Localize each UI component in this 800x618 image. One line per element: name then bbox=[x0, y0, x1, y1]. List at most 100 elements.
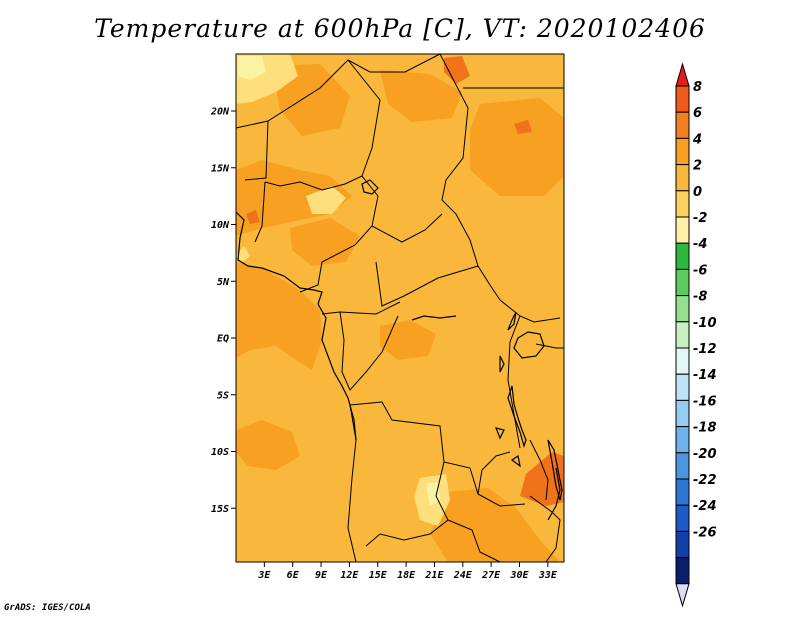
lon-tick-label: 18E bbox=[397, 570, 416, 581]
temperature-patch bbox=[426, 482, 440, 506]
colorbar-label: 8 bbox=[693, 80, 702, 95]
longitude-ticks: 3E 6E 9E 12E 15E 18E 21E 24E 27E 30E 33E bbox=[257, 562, 558, 581]
border-line bbox=[347, 404, 357, 563]
colorbar-label: -18 bbox=[693, 421, 717, 436]
map-title: Temperature at 600hPa [C], VT: 202010240… bbox=[94, 14, 706, 43]
temperature-patch bbox=[514, 120, 532, 134]
lon-tick-label: 9E bbox=[315, 570, 328, 581]
colorbar-label: 4 bbox=[692, 132, 702, 147]
colorbar-label: -8 bbox=[693, 290, 707, 305]
border-line bbox=[439, 53, 491, 286]
lake-victoria bbox=[513, 331, 545, 359]
colorbar-label: -24 bbox=[693, 499, 717, 514]
temperature-patch bbox=[380, 320, 436, 360]
lat-tick-label: EQ bbox=[217, 334, 229, 345]
colorbar-swatch bbox=[675, 373, 690, 401]
colorbar-label: 0 bbox=[693, 185, 702, 200]
colorbar-label: -16 bbox=[693, 394, 717, 409]
colorbar: 8 6 4 2 0 -2 -4 -6 -8 -10 -12 -14 -16 -18 -20 -22 -24 -26 bbox=[675, 62, 717, 608]
lon-tick-label: 27E bbox=[481, 570, 501, 581]
lake-albert bbox=[507, 311, 517, 331]
border-line bbox=[529, 439, 549, 501]
colorbar-label: -4 bbox=[693, 237, 707, 252]
colorbar-swatch bbox=[675, 85, 690, 113]
colorbar-swatch bbox=[675, 242, 690, 270]
coastlines-and-lakes bbox=[235, 179, 563, 521]
border-line bbox=[447, 519, 501, 563]
temperature-patch bbox=[380, 70, 462, 122]
temperature-patch bbox=[236, 262, 322, 370]
colorbar-swatch bbox=[675, 164, 690, 192]
temperature-patch bbox=[290, 218, 360, 266]
lat-tick-label: 15N bbox=[211, 163, 230, 174]
lon-tick-label: 12E bbox=[340, 570, 359, 581]
lat-tick-label: 10N bbox=[211, 220, 230, 231]
lon-tick-label: 3E bbox=[257, 570, 271, 581]
colorbar-swatch bbox=[675, 268, 690, 297]
border-line bbox=[299, 195, 379, 293]
colorbar-label: -6 bbox=[693, 263, 707, 278]
colorbar-swatch bbox=[675, 190, 690, 218]
colorbar-label: -14 bbox=[693, 368, 717, 383]
border-line bbox=[365, 461, 449, 547]
border-line bbox=[347, 59, 381, 197]
colorbar-label: -20 bbox=[693, 447, 717, 462]
colorbar-label: -26 bbox=[693, 525, 717, 540]
colorbar-swatch bbox=[675, 399, 690, 428]
lake-kivu bbox=[499, 355, 505, 373]
colorbar-bottom-arrow bbox=[675, 583, 690, 608]
lat-tick-label: 5N bbox=[217, 277, 230, 288]
border-line bbox=[321, 301, 401, 315]
country-borders bbox=[235, 53, 564, 563]
colorbar-label: 6 bbox=[693, 106, 702, 121]
lon-tick-label: 21E bbox=[424, 570, 444, 581]
colorbar-swatch bbox=[675, 111, 690, 139]
temperature-patch bbox=[236, 420, 300, 470]
colorbar-swatch bbox=[675, 557, 690, 585]
colorbar-swatch bbox=[675, 347, 690, 375]
lon-tick-label: 24E bbox=[453, 570, 473, 581]
lake-tanganyika bbox=[507, 385, 527, 449]
colorbar-swatch bbox=[675, 452, 690, 480]
colorbar-swatch bbox=[675, 426, 690, 454]
border-line bbox=[477, 451, 511, 495]
colorbar-swatch bbox=[675, 504, 690, 532]
temperature-patch bbox=[236, 160, 352, 236]
lon-tick-label: 15E bbox=[369, 570, 388, 581]
border-line bbox=[339, 311, 399, 391]
border-line bbox=[244, 120, 269, 181]
colorbar-label: -10 bbox=[693, 316, 717, 331]
border-line bbox=[529, 495, 561, 563]
colorbar-label: -22 bbox=[693, 473, 717, 488]
lon-tick-label: 30E bbox=[509, 570, 529, 581]
border-line bbox=[375, 261, 479, 307]
border-line bbox=[254, 181, 266, 243]
colorbar-label: 2 bbox=[693, 159, 702, 174]
temperature-patch bbox=[236, 246, 250, 262]
colorbar-label: -2 bbox=[693, 211, 707, 226]
temperature-patch bbox=[444, 56, 470, 84]
lat-tick-label: 20N bbox=[210, 107, 230, 118]
map-frame bbox=[235, 53, 565, 563]
lake-chad bbox=[361, 179, 379, 195]
coast-east bbox=[547, 467, 561, 521]
colorbar-swatch bbox=[675, 295, 690, 323]
lon-tick-label: 33E bbox=[538, 570, 558, 581]
colorbar-label: -12 bbox=[693, 342, 717, 357]
temperature-patch bbox=[430, 488, 560, 562]
colorbar-swatch bbox=[675, 530, 690, 559]
colorbar-swatch bbox=[675, 321, 690, 349]
lake-mweru bbox=[495, 427, 505, 440]
lat-tick-label: 5S bbox=[217, 390, 229, 401]
lake-bangweulu bbox=[510, 455, 521, 468]
border-line bbox=[371, 213, 443, 243]
colorbar-top-arrow bbox=[675, 62, 690, 87]
map-panel bbox=[235, 53, 565, 563]
lat-tick-label: 15S bbox=[211, 504, 229, 515]
lat-tick-label: 10S bbox=[211, 447, 229, 458]
lon-tick-label: 6E bbox=[287, 570, 300, 581]
temperature-patch bbox=[246, 210, 260, 224]
border-line bbox=[535, 343, 564, 349]
border-line bbox=[507, 315, 521, 449]
